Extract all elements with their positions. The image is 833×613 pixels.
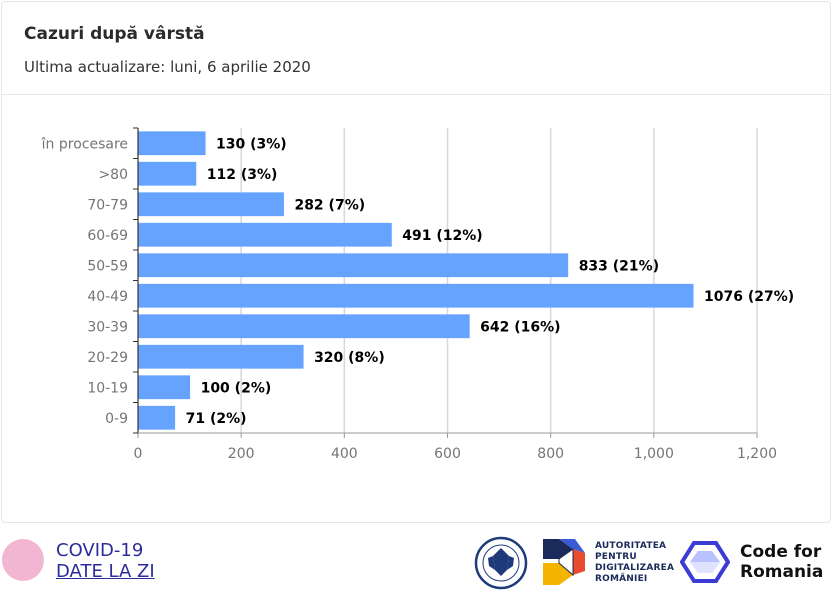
adr-logo-icon[interactable] <box>539 535 589 589</box>
bar[interactable] <box>138 222 392 247</box>
code-for-romania-text[interactable]: Code for Romania <box>740 542 823 582</box>
y-tick-label: în procesare <box>41 136 128 152</box>
adr-text-line: ROMÂNIEI <box>595 574 648 584</box>
data-label: 130 (3%) <box>216 136 287 152</box>
bar[interactable] <box>138 131 206 156</box>
bar[interactable] <box>138 161 197 186</box>
bar[interactable] <box>138 344 304 369</box>
x-tick-label: 1,000 <box>634 446 674 462</box>
government-seal-icon[interactable] <box>474 536 528 590</box>
bar[interactable] <box>138 314 470 339</box>
bar[interactable] <box>138 283 694 308</box>
y-tick-label: 20-29 <box>87 350 128 366</box>
x-tick-label: 0 <box>134 446 143 462</box>
y-tick-label: >80 <box>98 167 128 183</box>
grid-lines <box>240 128 758 433</box>
code-for-romania-logo-icon[interactable] <box>680 541 730 583</box>
covid-logo-icon[interactable] <box>2 539 44 581</box>
bar[interactable] <box>138 192 284 217</box>
chart-subtitle: Ultima actualizare: luni, 6 aprilie 2020 <box>24 58 311 76</box>
data-label: 833 (21%) <box>579 258 659 274</box>
y-tick-label: 40-49 <box>87 289 128 305</box>
adr-text-line: AUTORITATEA <box>595 541 667 551</box>
axes: 0 200 400 600 800 1,000 1,200 în procesare >80 70… <box>41 127 777 462</box>
brand-subtitle-link[interactable]: DATE LA ZI <box>56 561 155 582</box>
data-label: 112 (3%) <box>207 167 278 183</box>
x-tick-label: 800 <box>537 446 564 462</box>
data-label: 282 (7%) <box>294 197 365 213</box>
x-tick-label: 1,200 <box>737 446 777 462</box>
data-label: 491 (12%) <box>402 228 482 244</box>
card-header: Cazuri după vârstă Ultima actualizare: l… <box>2 2 830 95</box>
x-tick-label: 600 <box>434 446 461 462</box>
cfr-line: Romania <box>740 562 824 582</box>
age-cases-bar-chart: 130 (3%) 112 (3%) 282 (7%) 491 (12%) 833 (21… <box>41 127 794 462</box>
data-label: 642 (16%) <box>480 319 560 335</box>
adr-text-line: DIGITALIZAREA <box>595 563 675 573</box>
data-label: 100 (2%) <box>201 380 272 396</box>
y-tick-label: 60-69 <box>87 228 128 244</box>
bars: 130 (3%) 112 (3%) 282 (7%) 491 (12%) 833 (21… <box>138 131 794 430</box>
data-label: 71 (2%) <box>186 411 247 427</box>
x-tick-label: 200 <box>228 446 255 462</box>
bar[interactable] <box>138 375 191 400</box>
x-tick-label: 400 <box>331 446 358 462</box>
y-tick-label: 10-19 <box>87 380 128 396</box>
bar[interactable] <box>138 253 569 278</box>
cfr-line: Code for <box>740 542 822 562</box>
y-tick-label: 70-79 <box>87 197 128 213</box>
y-tick-label: 0-9 <box>105 411 128 427</box>
adr-text-line: PENTRU <box>595 552 637 562</box>
data-label: 1076 (27%) <box>704 289 794 305</box>
data-label: 320 (8%) <box>314 350 385 366</box>
adr-text[interactable]: AUTORITATEA PENTRU DIGITALIZAREA ROMÂNIE… <box>595 541 674 585</box>
y-tick-label: 50-59 <box>87 258 128 274</box>
bar[interactable] <box>138 405 176 430</box>
y-tick-label: 30-39 <box>87 319 128 335</box>
brand-title[interactable]: COVID-19 <box>56 540 144 561</box>
chart-title: Cazuri după vârstă <box>24 24 205 44</box>
